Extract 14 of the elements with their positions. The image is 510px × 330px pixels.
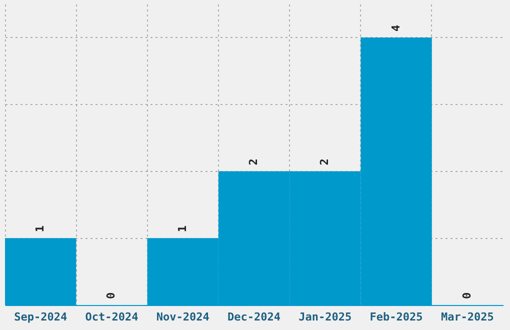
data-label: 0	[104, 292, 118, 299]
x-tick-label: Feb-2025	[370, 310, 423, 324]
x-tick-label: Sep-2024	[14, 310, 68, 324]
data-label: 2	[247, 158, 260, 166]
data-label: 4	[389, 24, 402, 32]
x-tick-label: Jan-2025	[298, 310, 352, 324]
x-tick-label: Nov-2024	[156, 310, 210, 324]
data-label: 1	[34, 225, 47, 232]
data-label: 1	[176, 225, 189, 232]
x-tick-label: Mar-2025	[440, 310, 494, 324]
x-tick-label: Oct-2024	[85, 310, 139, 324]
data-label: 0	[460, 292, 474, 299]
data-label: 2	[318, 158, 332, 166]
x-tick-label: Dec-2024	[228, 310, 281, 324]
